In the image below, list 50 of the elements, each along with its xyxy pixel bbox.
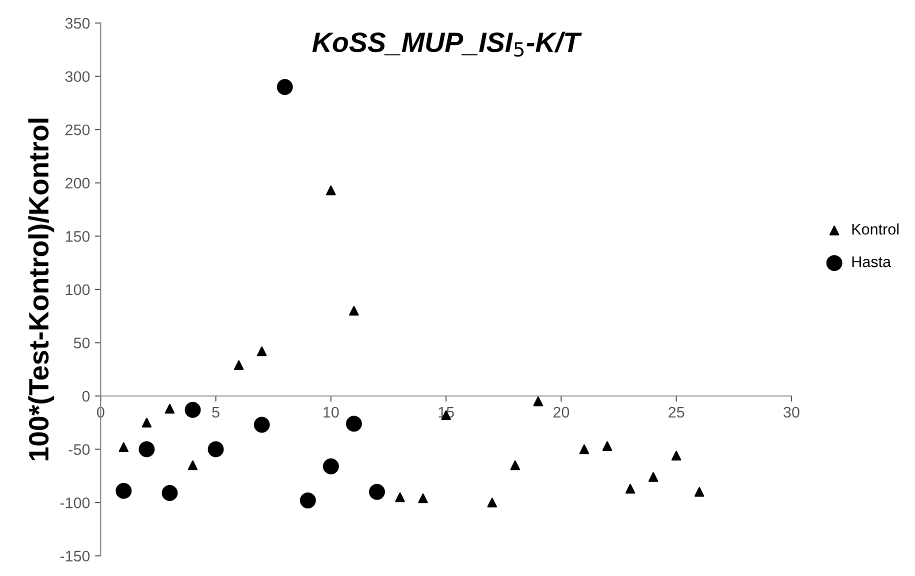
point <box>188 460 198 470</box>
legend-label: Kontrol <box>852 223 899 235</box>
point <box>300 492 316 508</box>
y-tick-label: 300 <box>65 71 90 82</box>
y-tick-label: 250 <box>66 124 90 136</box>
point <box>138 441 155 458</box>
point <box>648 472 658 482</box>
y-tick-label: 0 <box>82 390 90 402</box>
point <box>694 487 704 497</box>
point <box>533 396 544 406</box>
point <box>395 492 405 502</box>
point <box>256 346 267 356</box>
point <box>162 484 178 501</box>
x-tick-label: 10 <box>324 406 339 418</box>
point <box>116 482 132 499</box>
y-axis-title: 100*(Test-Kontrol)/Kontrol <box>28 118 54 460</box>
x-tick-label: 30 <box>784 406 800 418</box>
point <box>142 418 152 428</box>
x-tick-label: 20 <box>553 406 570 418</box>
x-tick-label: 25 <box>668 406 684 418</box>
point <box>234 360 244 370</box>
point <box>184 402 201 418</box>
point <box>254 416 270 433</box>
point <box>349 306 359 316</box>
point <box>369 484 385 500</box>
point <box>487 498 497 508</box>
y-tick-label: -150 <box>60 550 90 562</box>
point <box>164 404 175 414</box>
y-tick-label: -100 <box>60 497 90 508</box>
point <box>579 444 590 454</box>
point <box>510 460 520 470</box>
y-tick-label: 150 <box>66 231 90 242</box>
point <box>602 441 612 451</box>
point <box>276 79 293 95</box>
point <box>346 416 362 432</box>
y-tick-label: 50 <box>74 338 90 348</box>
y-tick-label: 100 <box>66 284 90 296</box>
y-tick-label: 200 <box>66 178 90 189</box>
point <box>322 458 339 474</box>
legend-label: Hasta <box>852 256 892 268</box>
x-tick-label: 5 <box>212 406 220 418</box>
point <box>671 450 682 461</box>
point <box>625 484 636 494</box>
point <box>208 441 224 458</box>
point <box>418 493 428 504</box>
y-tick-label: 350 <box>65 18 90 29</box>
y-tick-label: -50 <box>68 444 90 455</box>
point <box>118 442 129 452</box>
point <box>326 185 336 196</box>
chart-title: KoSS_MUP_ISI$_{5}$-K/T <box>312 32 582 57</box>
